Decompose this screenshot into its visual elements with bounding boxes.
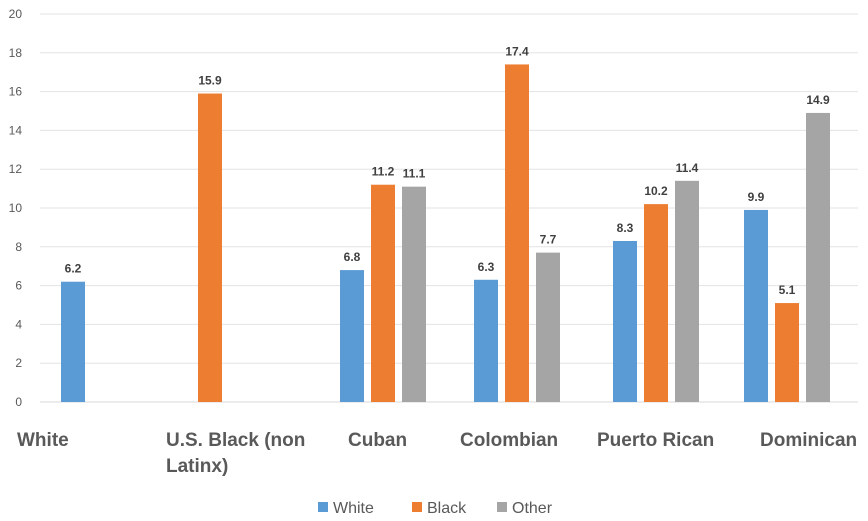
legend-swatch <box>318 502 328 512</box>
data-label: 11.4 <box>676 161 699 175</box>
category-label: Cuban <box>348 430 407 451</box>
data-label: 11.2 <box>372 165 395 179</box>
bar-black <box>505 64 529 402</box>
data-label: 6.2 <box>65 262 82 276</box>
legend-label: Other <box>512 500 553 517</box>
y-tick-label: 0 <box>15 395 22 409</box>
category-label: White <box>17 430 69 451</box>
bar-black <box>198 93 222 402</box>
bar-white <box>61 281 85 402</box>
category-label: Puerto Rican <box>597 430 714 451</box>
category-label: Dominican <box>760 430 857 451</box>
gridlines <box>40 13 858 403</box>
x-axis-categories: White U.S. Black (non Latinx) Cuban Colombia… <box>17 430 857 477</box>
bar-other <box>536 252 560 402</box>
bar-white <box>340 270 364 402</box>
bar-white <box>744 209 768 402</box>
bar-other <box>675 180 699 402</box>
legend-item-black: Black <box>412 500 467 517</box>
legend-label: Black <box>427 500 467 517</box>
category-label: Colombian <box>460 430 558 451</box>
data-label: 10.2 <box>644 184 668 198</box>
data-label: 15.9 <box>198 74 222 88</box>
y-tick-label: 8 <box>15 240 22 254</box>
y-tick-label: 2 <box>15 356 22 370</box>
y-tick-label: 4 <box>15 317 22 331</box>
data-label: 11.1 <box>403 167 426 181</box>
legend-label: White <box>333 500 374 517</box>
legend-swatch <box>412 502 422 512</box>
data-label: 6.3 <box>478 260 495 274</box>
bars <box>61 64 830 402</box>
legend-item-other: Other <box>497 500 553 517</box>
y-tick-label: 14 <box>9 123 23 137</box>
legend-swatch <box>497 502 507 512</box>
y-axis-ticks: 0 2 4 6 8 10 12 14 16 18 20 <box>9 7 23 409</box>
data-label: 17.4 <box>505 44 529 58</box>
y-tick-label: 18 <box>9 46 23 60</box>
bar-black <box>775 303 799 402</box>
y-tick-label: 16 <box>9 85 23 99</box>
y-tick-label: 10 <box>9 201 23 215</box>
data-label: 14.9 <box>806 93 830 107</box>
data-label: 8.3 <box>617 221 634 235</box>
y-tick-label: 6 <box>15 279 22 293</box>
data-label: 5.1 <box>779 283 796 297</box>
data-label: 9.9 <box>748 190 765 204</box>
data-label: 6.8 <box>344 250 361 264</box>
bar-other <box>806 112 830 402</box>
bar-white <box>474 279 498 402</box>
category-label: U.S. Black (non Latinx) <box>166 430 305 477</box>
data-label: 7.7 <box>540 233 557 247</box>
bar-other <box>402 186 426 402</box>
bar-black <box>644 204 668 402</box>
bar-black <box>371 184 395 402</box>
legend: White Black Other <box>318 500 553 517</box>
legend-item-white: White <box>318 500 374 517</box>
bar-white <box>613 240 637 402</box>
y-tick-label: 12 <box>9 162 23 176</box>
data-labels: 6.2 6.8 6.3 8.3 9.9 15.9 11.2 17.4 10.2 5.1 11.1 7.… <box>65 44 830 297</box>
y-tick-label: 20 <box>9 7 23 21</box>
